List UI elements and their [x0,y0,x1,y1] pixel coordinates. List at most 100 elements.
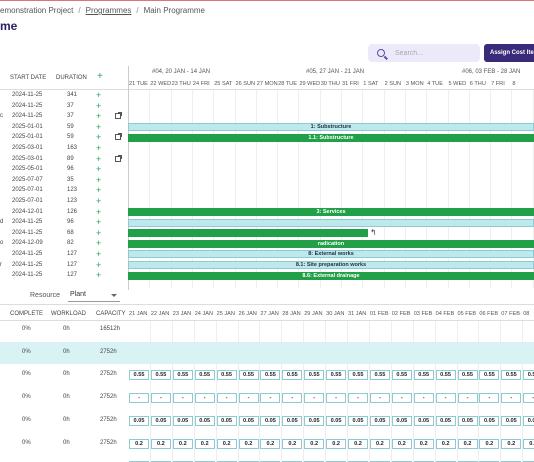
resource-day-label: 04 FEB [435,311,455,317]
external-link-icon[interactable] [115,133,122,141]
add-task-icon[interactable]: + [96,249,102,259]
col-duration[interactable]: DURATION [56,75,87,81]
resource-row[interactable]: 0% 0h 2752h 0.05 0.05 0.05 0.05 0.05 0.05 0.05 0.0… [0,410,534,432]
add-task-icon[interactable]: + [96,217,102,228]
search-box[interactable] [368,44,480,62]
breadcrumb-programmes[interactable]: Programmes [85,6,132,15]
top-accent-line [0,0,534,1]
task-row[interactable]: d 2024-11-25 96 + [0,217,128,228]
task-row[interactable]: 2024-11-25 127 + [0,270,128,281]
task-bar[interactable]: 1.1: Substructure [128,133,534,142]
week-label: #04, 20 JAN - 14 JAN [152,69,211,75]
external-link-icon[interactable] [115,154,122,162]
usage-cell: 0.2 [413,438,434,449]
grid-line [149,90,151,288]
add-task-icon[interactable]: + [96,164,102,175]
task-row[interactable]: r 2024-11-25 127 + [0,260,128,271]
resource-row[interactable]: 0% 0h 2752h [0,341,534,364]
day-label: 31 FRI [342,81,359,87]
add-task-icon[interactable]: + [96,259,102,270]
breadcrumb-project[interactable]: emonstration Project [0,6,74,15]
external-link-icon[interactable] [115,112,122,120]
task-name-fragment: o [0,240,4,247]
duration: 59 [67,123,74,130]
task-row[interactable]: 2025-07-07 35 + [0,175,128,186]
search-input[interactable] [395,49,475,57]
add-task-icon[interactable]: + [96,121,102,132]
resource-select[interactable]: Plant [68,290,120,302]
complete-value: 0% [22,439,31,446]
add-task-icon[interactable]: + [96,206,102,217]
task-row[interactable]: 2025-03-01 163 + [0,143,128,154]
day-label: 27 MON [256,81,278,87]
task-bar[interactable] [128,218,534,227]
resource-col-header[interactable]: COMPLETE [10,311,44,317]
resource-row[interactable]: 0%0h2752h5.095.095.095.095.095.095.095.0… [0,455,534,462]
resource-row[interactable]: 0% 0h 2752h - - - - - - - - - - - - - - - - - - - [0,387,534,409]
day-label: 3 MON [405,81,424,87]
task-bar[interactable]: radication [128,239,534,248]
add-task-icon[interactable]: + [96,143,102,153]
workload-value: 0h [63,348,70,355]
task-row[interactable]: 2024-11-25 127 + [0,249,128,260]
task-row[interactable]: 2025-05-01 96 + [0,164,128,175]
resource-row[interactable]: 0% 0h 16512h [0,319,534,341]
add-task-icon[interactable]: + [96,270,102,281]
duration: 96 [67,166,74,173]
resource-row[interactable]: 0% 0h 2752h 0.2 0.2 0.2 0.2 0.2 0.2 0.2 0.2 0.2 0.2 0… [0,433,534,455]
add-task-icon[interactable]: + [96,90,102,100]
task-row[interactable]: 2025-03-01 89 + [0,154,128,165]
assign-cost-button[interactable]: Assign Cost Iten [484,44,534,62]
day-label: 21 TUE [129,81,148,87]
task-row[interactable]: 2025-07-01 123 + [0,196,128,207]
task-row[interactable]: 2024-11-25 68 + [0,228,128,239]
usage-cell: 0.55 [523,370,534,381]
task-bar[interactable]: 8: External works [128,250,534,259]
add-task-icon[interactable]: + [96,174,102,185]
task-bar[interactable]: 1: Substructure [128,123,534,132]
breadcrumb-separator: / [78,6,81,15]
duration: 123 [67,198,78,204]
add-column-icon[interactable]: + [97,71,103,82]
task-row[interactable]: 2024-11-25 37 + [0,101,128,112]
usage-cell: 0.2 [216,438,237,449]
add-task-icon[interactable]: + [96,100,102,111]
task-bar[interactable]: 8.6: External drainage [128,271,534,280]
grid-line [404,90,406,288]
add-task-icon[interactable]: + [96,238,102,249]
task-bar[interactable]: 3: Services [128,207,534,216]
resource-day-label: 07 FEB [501,311,520,317]
grid-line [412,320,414,462]
search-icon [377,49,385,57]
task-row[interactable]: c 2024-11-25 37 + [0,111,128,122]
add-task-icon[interactable]: + [96,227,102,238]
add-task-icon[interactable]: + [96,153,102,164]
usage-cell: 0.55 [282,370,303,381]
task-bar[interactable]: 8.1: Site preparation works [128,260,534,269]
task-row[interactable]: 2025-07-01 123 + [0,185,128,196]
usage-cell: 0.2 [523,438,534,449]
task-row[interactable]: o 2024-12-09 82 + [0,238,128,249]
task-row[interactable]: 2025-01-01 59 + [0,122,128,133]
usage-cell: 0.2 [150,438,171,449]
task-row[interactable]: 2024-11-25 341 + [0,90,128,101]
add-task-icon[interactable]: + [96,185,102,196]
task-row[interactable]: 2025-01-01 59 + [0,132,128,143]
resource-col-header[interactable]: CAPACITY [96,311,126,317]
resource-row[interactable]: 0% 0h 2752h 0.55 0.55 0.55 0.55 0.55 0.55 0.55 0.5… [0,364,534,386]
usage-cell: 0.05 [413,415,434,426]
task-row[interactable]: 2024-12-01 126 + [0,207,128,218]
col-start-date[interactable]: START DATE [10,75,47,81]
day-label: 30 THU [320,81,340,87]
add-task-icon[interactable]: + [96,196,102,206]
usage-cell: - [391,393,412,404]
task-name-fragment: d [0,219,4,226]
start-date: 2025-03-01 [12,145,43,151]
usage-cell: - [523,393,534,404]
resource-col-header[interactable]: WORKLOAD [51,311,87,317]
add-task-icon[interactable]: + [96,111,102,122]
usage-cell: 0.55 [172,370,193,381]
task-bar[interactable] [128,229,368,238]
add-task-icon[interactable]: + [96,132,102,143]
usage-cell: 0.05 [348,415,368,426]
